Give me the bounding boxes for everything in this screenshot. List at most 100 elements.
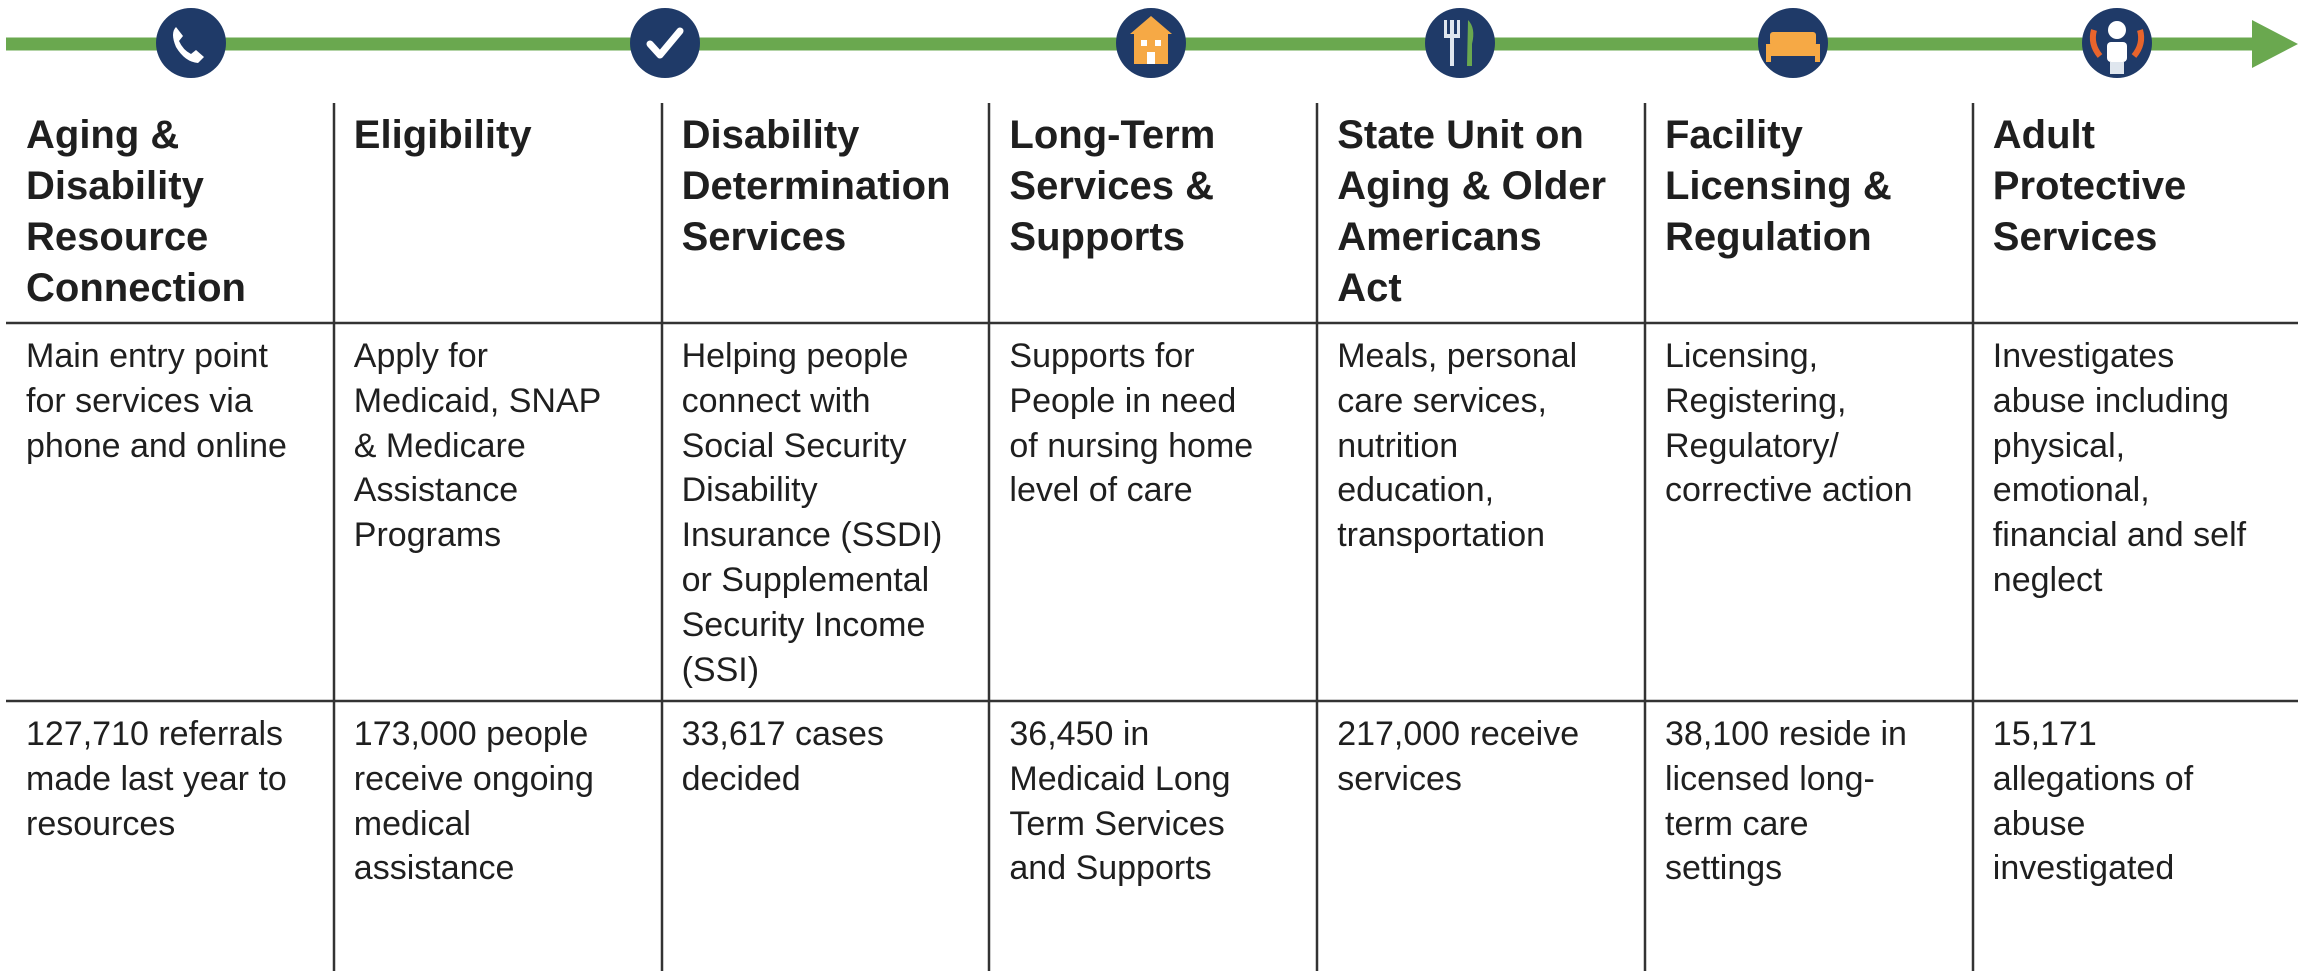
icon-bed xyxy=(1758,8,1828,78)
text-line: Investigates xyxy=(1992,337,2175,375)
grid xyxy=(6,103,2298,971)
text-line: medical xyxy=(353,804,471,843)
text-line: Term Services xyxy=(1009,804,1225,843)
icon-check xyxy=(630,8,700,78)
column-description: Helping people connect with Social Securit… xyxy=(682,334,943,692)
text-line: Medicaid Long xyxy=(1009,759,1231,798)
text-line: 173,000 people xyxy=(353,715,589,753)
column-title: Adult Protective Services xyxy=(1993,110,2186,263)
column-stat: 15,171 allegations of abuse investigated xyxy=(1993,712,2193,891)
text-line: and Supports xyxy=(1009,849,1212,888)
text-line: assistance xyxy=(353,849,515,888)
text-line: neglect xyxy=(1992,560,2103,599)
text-line: education, xyxy=(1337,471,1495,510)
text-line: Services xyxy=(1992,215,2158,259)
icon-utensils xyxy=(1425,8,1495,78)
text-line: phone and online xyxy=(26,426,287,465)
column-description: Meals, personal care services, nutrition ed… xyxy=(1337,334,1577,558)
text-line: abuse including xyxy=(1992,381,2230,420)
text-line: Regulatory/ xyxy=(1665,426,1839,465)
text-line: investigated xyxy=(1992,849,2175,888)
text-line: of nursing home xyxy=(1009,426,1254,465)
text-line: term care xyxy=(1665,804,1809,843)
text-line: Social Security xyxy=(681,426,907,465)
text-line: made last year to xyxy=(26,759,287,798)
text-line: Americans xyxy=(1337,215,1542,259)
text-line: care services, xyxy=(1337,381,1547,420)
text-line: corrective action xyxy=(1665,471,1913,510)
column-description: Licensing, Registering, Regulatory/correct… xyxy=(1665,334,1913,513)
text-line: Aging & xyxy=(26,113,180,157)
icon-phone xyxy=(156,8,226,78)
text-line: connect with xyxy=(681,381,871,420)
text-line: licensed long- xyxy=(1665,759,1875,798)
text-line: Determination xyxy=(681,164,951,208)
text-line: 33,617 cases xyxy=(681,715,884,753)
text-line: State Unit on xyxy=(1337,113,1584,157)
text-line: Apply for xyxy=(353,337,488,375)
text-line: Medicaid, SNAP xyxy=(353,381,602,420)
text-line: Services xyxy=(681,215,847,259)
text-line: & Medicare xyxy=(353,426,526,465)
text-line: Supports xyxy=(1009,215,1185,259)
column-title: Aging & Disability Resource Connection xyxy=(26,110,246,314)
column-title: Eligibility xyxy=(354,110,532,161)
text-line: Helping people xyxy=(681,337,909,375)
text-line: abuse xyxy=(1992,804,2086,843)
text-line: Licensing & xyxy=(1665,164,1892,208)
text-line: Insurance (SSDI) xyxy=(681,516,943,555)
text-line: for services via xyxy=(26,381,253,420)
text-line: receive ongoing xyxy=(353,759,594,798)
text-line: 15,171 xyxy=(1992,715,2097,753)
text-line: Main entry point xyxy=(26,337,268,375)
column-stat: 38,100 reside in licensed long-term care s… xyxy=(1665,712,1907,891)
column-stat: 33,617 cases decided xyxy=(682,712,884,802)
text-line: settings xyxy=(1665,849,1783,888)
column-stat: 36,450 in Medicaid Long Term Services and S… xyxy=(1009,712,1230,891)
column-stat: 127,710 referrals made last year to resour… xyxy=(26,712,287,846)
text-line: emotional, xyxy=(1992,471,2150,510)
text-line: Eligibility xyxy=(353,113,532,157)
text-line: Adult xyxy=(1992,113,2095,157)
text-line: physical, xyxy=(1992,426,2126,465)
text-line: 38,100 reside in xyxy=(1665,715,1907,753)
icon-house xyxy=(1116,8,1186,78)
text-line: resources xyxy=(26,804,176,843)
text-line: Meals, personal xyxy=(1337,337,1578,375)
text-line: level of care xyxy=(1009,471,1193,510)
text-line: nutrition xyxy=(1337,426,1459,465)
text-line: Services & xyxy=(1009,164,1214,208)
text-line: Resource xyxy=(26,215,209,259)
text-line: Programs xyxy=(353,516,502,555)
column-description: Investigates abuse including physical, emot… xyxy=(1993,334,2246,603)
text-line: Disability xyxy=(681,113,860,157)
text-line: Facility xyxy=(1665,113,1803,157)
text-line: or Supplemental xyxy=(681,560,930,599)
column-stat: 173,000 people receive ongoing medical assi… xyxy=(354,712,594,891)
text-line: 36,450 in xyxy=(1009,715,1150,753)
column-title: Disability Determination Services xyxy=(682,110,951,263)
text-line: Aging & Older xyxy=(1337,164,1607,208)
icon-protect xyxy=(2082,8,2152,78)
arrowhead xyxy=(2252,20,2298,68)
column-title: Facility Licensing & Regulation xyxy=(1665,110,1892,263)
text-line: Disability xyxy=(26,164,204,208)
text-line: 127,710 referrals xyxy=(26,715,284,753)
text-line: People in need xyxy=(1009,381,1237,420)
text-line: Licensing, xyxy=(1665,337,1819,375)
text-line: Assistance xyxy=(353,471,519,510)
text-line: services xyxy=(1337,759,1462,798)
text-line: allegations of xyxy=(1992,759,2194,798)
text-line: financial and self xyxy=(1992,516,2247,555)
text-line: Security Income xyxy=(681,605,926,644)
column-description: Main entry point for services via phone an… xyxy=(26,334,287,468)
text-line: Long-Term xyxy=(1009,113,1216,157)
text-line: Protective xyxy=(1992,164,2187,208)
column-title: Long-Term Services & Supports xyxy=(1009,110,1215,263)
text-line: Connection xyxy=(26,266,246,310)
text-line: Act xyxy=(1337,266,1402,310)
column-title: State Unit on Aging & Older Americans Act xyxy=(1337,110,1606,314)
text-line: Regulation xyxy=(1665,215,1872,259)
column-description: Supports for People in need of nursing hom… xyxy=(1009,334,1253,513)
